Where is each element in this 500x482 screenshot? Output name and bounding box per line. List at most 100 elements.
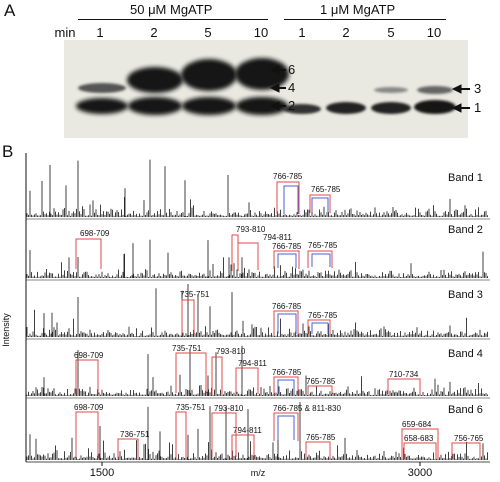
- condition-low-bar: [284, 19, 446, 20]
- peptide-label: 735-751: [176, 403, 206, 412]
- lane-label-high-1: 1: [96, 25, 104, 40]
- spectrum-label-band-3: Band 3: [448, 289, 483, 301]
- peptide-bracket: [311, 322, 329, 334]
- peptide-label: 735-751: [172, 344, 202, 353]
- peptide-bracket: [307, 250, 333, 268]
- peptide-bracket: [277, 415, 295, 440]
- lane-label-high-5: 5: [204, 25, 212, 40]
- peptide-bracket: [277, 253, 297, 268]
- peptide-label: 659-684: [402, 420, 432, 429]
- peptide-label: 766-785 & 811-830: [273, 404, 341, 413]
- spectrum-labels: Band 1 Band 2 Band 3 Band 4 Band 6: [448, 172, 483, 416]
- peptide-bracket: [181, 299, 195, 334]
- peptide-bracket: [75, 411, 99, 458]
- peptide-bracket: [231, 234, 239, 271]
- peptide-bracket: [231, 434, 255, 459]
- band-arrow-2: 2: [288, 98, 296, 113]
- peptide-label: 765-785: [306, 433, 336, 442]
- peptide-bracket: [211, 356, 223, 395]
- peptide-bracket: [307, 385, 333, 394]
- peptide-bracket: [309, 194, 331, 213]
- peptide-label: 756-765: [454, 434, 484, 443]
- spectrum-trace-2: [26, 239, 488, 278]
- spectrum-axes: [25, 153, 490, 466]
- band-arrow-6: 6: [288, 62, 296, 77]
- peptide-label: 765-785: [308, 311, 338, 320]
- spectrum-label-band-2: Band 2: [448, 224, 483, 236]
- peptide-bracket: [283, 185, 299, 214]
- peptide-bracket: [401, 428, 439, 459]
- gel-bands: [76, 58, 456, 115]
- peptide-label: 658-683: [404, 434, 434, 443]
- spectrum-trace-1: [26, 159, 488, 217]
- min-label: min: [54, 25, 76, 40]
- x-tick-3000: 3000: [408, 467, 432, 479]
- peptide-label: 766-785: [272, 302, 302, 311]
- spectrum-trace-5: [26, 402, 488, 460]
- band-arrow-1: 1: [474, 100, 482, 115]
- band-arrow-4: 4: [288, 80, 296, 95]
- lane-label-high-2: 2: [150, 25, 158, 40]
- peptide-label: 698-709: [74, 403, 104, 412]
- panel-b-letter: B: [2, 142, 14, 161]
- peptide-bracket: [273, 250, 300, 269]
- peptide-label: 735-751: [180, 290, 210, 299]
- x-tick-1500: 1500: [90, 467, 114, 479]
- peptide-label: 794-811: [238, 359, 267, 368]
- peptide-label: 698-709: [74, 351, 104, 360]
- lane-label-high-10: 10: [253, 25, 269, 40]
- peptide-label: 766-785: [272, 242, 302, 251]
- band-arrows: [269, 65, 470, 113]
- x-axis-label: m/z: [251, 468, 266, 478]
- peptide-label: 710-734: [389, 370, 419, 379]
- spectrum-label-band-4: Band 4: [448, 348, 483, 360]
- lane-label-low-10: 10: [426, 25, 442, 40]
- peptide-labels: 766-785 765-785 698-709 793-810 794-811 …: [74, 172, 484, 443]
- band-arrow-3: 3: [474, 81, 482, 96]
- peptide-label: 766-785: [272, 368, 302, 377]
- peptide-bracket: [237, 242, 259, 270]
- peptide-bracket: [175, 411, 187, 458]
- spectrum-trace-4: [26, 345, 488, 396]
- peptide-label: 794-811: [233, 426, 262, 435]
- spectrum-label-band-1: Band 1: [448, 172, 483, 184]
- mass-spectra: [26, 159, 488, 460]
- peptide-label: 765-785: [308, 241, 338, 250]
- peptide-bracket: [235, 367, 259, 394]
- peptide-bracket: [311, 197, 329, 212]
- spectrum-label-band-6: Band 6: [448, 404, 483, 416]
- peptide-bracket: [311, 253, 331, 267]
- condition-high-bar: [78, 19, 268, 20]
- condition-high-label: 50 μM MgATP: [130, 2, 213, 17]
- peptide-bracket: [277, 313, 297, 334]
- peptide-bracket: [117, 438, 139, 459]
- peptide-bracket: [305, 441, 331, 458]
- spectrum-trace-3: [26, 284, 488, 337]
- peptide-label: 736-751: [120, 430, 150, 439]
- peptide-label: 793-810: [216, 347, 246, 356]
- peptide-bracket: [307, 319, 331, 334]
- peptide-label: 793-810: [236, 225, 266, 234]
- peptide-bracket: [451, 442, 481, 459]
- peptide-bracket: [387, 378, 421, 394]
- peptide-bracket: [175, 352, 207, 393]
- peptide-bracket: [277, 379, 295, 394]
- lane-label-low-5: 5: [387, 25, 395, 40]
- lane-label-low-1: 1: [298, 25, 306, 40]
- peptide-bracket: [75, 359, 99, 394]
- peptide-bracket: [403, 442, 437, 459]
- peptide-label: 765-785: [306, 377, 336, 386]
- peptide-bracket: [273, 310, 299, 335]
- peptide-label: 766-785: [273, 172, 303, 181]
- peptide-bracket: [273, 376, 299, 395]
- lane-label-low-2: 2: [342, 25, 350, 40]
- peptide-bracket: [273, 412, 299, 441]
- peptide-label: 794-811: [263, 233, 292, 242]
- peptide-bracket: [276, 181, 300, 214]
- peptide-brackets: [75, 181, 481, 459]
- peptide-label: 793-810: [214, 404, 244, 413]
- peptide-label: 698-709: [80, 229, 110, 238]
- peptide-label: 765-785: [311, 185, 341, 194]
- y-axis-label: Intensity: [1, 313, 11, 347]
